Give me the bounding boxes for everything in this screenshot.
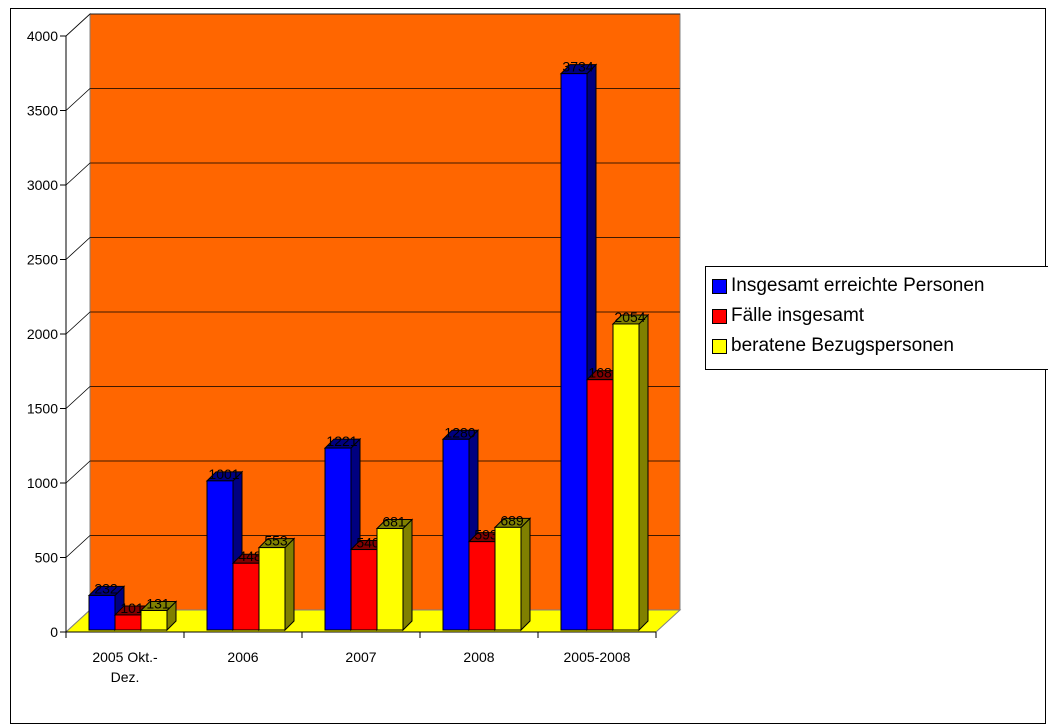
legend: Insgesamt erreichte Personen Fälle insge… (705, 266, 1048, 370)
bar-2-2 (375, 518, 414, 632)
bar-1-2 (257, 537, 296, 632)
data-label-4-1: 1680 (588, 365, 619, 381)
legend-label-1: Fälle insgesamt (731, 305, 865, 326)
gridline-1500 (65, 386, 680, 409)
data-label-3-1: 593 (474, 527, 498, 543)
legend-swatch-0 (712, 278, 727, 294)
bar-3-0 (441, 429, 480, 632)
legend-swatch-1 (712, 308, 727, 324)
bar-3-2 (493, 517, 532, 632)
y-tick-label-2500: 2500 (27, 252, 58, 268)
y-tick-label-1500: 1500 (27, 401, 58, 417)
data-label-0-1: 101 (120, 600, 144, 616)
y-tick-label-2000: 2000 (27, 326, 58, 342)
data-label-4-0: 3734 (562, 59, 593, 75)
data-label-3-0: 1280 (444, 424, 475, 440)
x-tick-label-2: 2007 (345, 649, 376, 665)
gridline-2500 (65, 237, 680, 260)
data-label-3-2: 689 (500, 512, 524, 528)
legend-item-series-1: Fälle insgesamt (712, 301, 1048, 331)
y-tick-label-500: 500 (35, 550, 59, 566)
data-label-0-0: 232 (94, 580, 118, 596)
data-label-2-0: 1221 (326, 433, 357, 449)
data-label-0-2: 131 (146, 595, 170, 611)
data-label-1-1: 448 (238, 548, 262, 564)
data-label-1-2: 553 (264, 533, 288, 549)
gridline-3500 (65, 88, 680, 111)
gridline-2000 (65, 311, 680, 335)
data-label-2-1: 540 (356, 535, 380, 551)
data-label-2-2: 681 (382, 514, 406, 530)
legend-swatch-2 (712, 338, 727, 354)
y-tick-label-4000: 4000 (27, 28, 58, 44)
y-tick-label-1000: 1000 (27, 475, 58, 491)
y-tick-label-0: 0 (50, 624, 58, 640)
x-tick-label-0: 2005 Okt.-Dez. (92, 649, 158, 685)
x-tick-label-3: 2008 (463, 649, 494, 665)
legend-item-series-2: beratene Bezugspersonen (712, 331, 1048, 361)
bar-0-2 (139, 600, 178, 632)
y-tick-label-3000: 3000 (27, 177, 58, 193)
gridline-3000 (65, 162, 680, 186)
x-tick-label-4: 2005-2008 (564, 649, 631, 665)
x-tick-label-1: 2006 (227, 649, 258, 665)
legend-item-series-0: Insgesamt erreichte Personen (712, 271, 1048, 301)
legend-label-2: beratene Bezugspersonen (731, 335, 954, 356)
bar-4-2 (611, 313, 650, 632)
gridline-4000 (65, 13, 680, 37)
data-label-4-2: 2054 (614, 309, 645, 325)
y-tick-label-3500: 3500 (27, 103, 58, 119)
gridline-1000 (65, 460, 680, 484)
legend-label-0: Insgesamt erreichte Personen (731, 275, 985, 296)
data-label-1-0: 1001 (208, 466, 239, 482)
